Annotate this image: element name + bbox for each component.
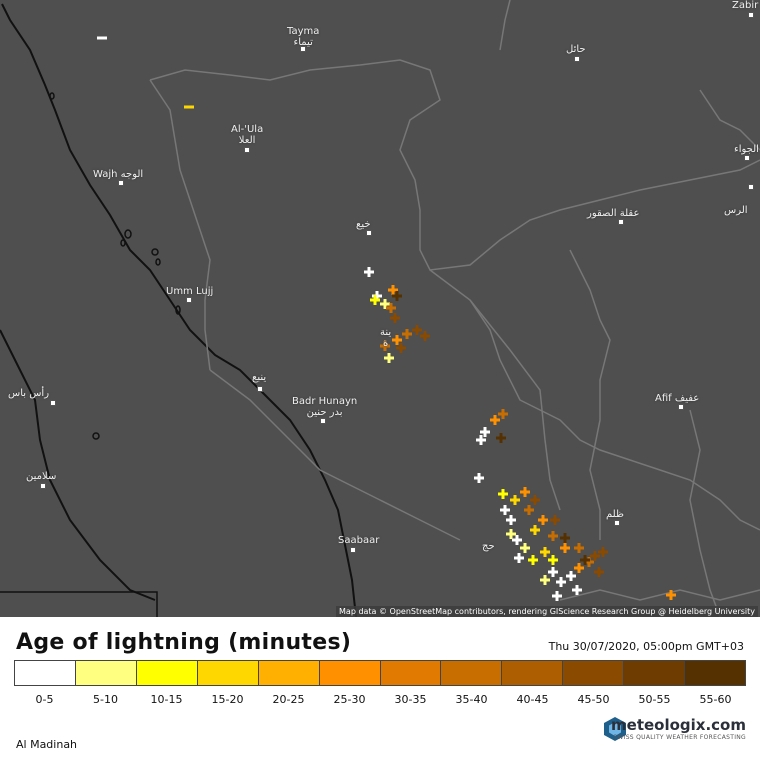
- city-uqlat: عقلة الصقور: [587, 208, 640, 219]
- legend-swatch: [624, 661, 686, 685]
- legend-swatch: [685, 661, 746, 685]
- legend-bin-label: 20-25: [272, 693, 305, 706]
- legend-bin-label: 40-45: [516, 693, 549, 706]
- city-afif: Afif عفيف: [655, 393, 700, 404]
- city-dot: [748, 184, 754, 190]
- legend-bin-label: 30-35: [394, 693, 427, 706]
- legend-bin-label: 50-55: [638, 693, 671, 706]
- city-dot: [300, 46, 306, 52]
- legend-swatch: [502, 661, 564, 685]
- city-tayma: Tayma تيماء: [287, 26, 320, 48]
- legend-swatch: [136, 661, 198, 685]
- legend-bin-label: 15-20: [211, 693, 244, 706]
- city-rasb: رأس باس: [8, 388, 50, 399]
- brand-hex-icon: [604, 717, 626, 741]
- legend-bin-label: 55-60: [699, 693, 732, 706]
- city-badr: Badr Hunayn بدر حنين: [292, 396, 358, 418]
- legend-swatch: [197, 661, 259, 685]
- coastline-west: [0, 329, 156, 601]
- brand-name: meteologix.com: [611, 716, 746, 734]
- city-khaybar: خيع: [356, 219, 371, 230]
- city-dot: [257, 386, 263, 392]
- legend-bin-label: 35-40: [455, 693, 488, 706]
- legend-bin-label: 45-50: [577, 693, 610, 706]
- legend-swatch: [258, 661, 320, 685]
- legend-swatch: [319, 661, 381, 685]
- city-dot: [574, 56, 580, 62]
- city-dot: [744, 155, 750, 161]
- map-geometry: [0, 0, 760, 617]
- legend-swatch: [380, 661, 442, 685]
- legend-bin-label: 10-15: [150, 693, 183, 706]
- legend-swatch: [75, 661, 137, 685]
- legend-color-bar: [14, 660, 746, 686]
- city-dot: [50, 400, 56, 406]
- legend-bin-label: 0-5: [35, 693, 54, 706]
- city-ummlujj: Umm Lujj: [166, 286, 214, 297]
- city-wajh: Wajh الوجه: [93, 169, 144, 180]
- region-boundaries: [149, 0, 760, 617]
- city-jawa: الجواء: [734, 144, 759, 155]
- brand-tagline: SWISS QUALITY WEATHER FORECASTING: [613, 734, 746, 741]
- city-dot: [40, 483, 46, 489]
- legend-swatch: [441, 661, 503, 685]
- lightning-map[interactable]: Tayma تيماء حائل Zabir Al-'Ula العلا Wajh …: [0, 0, 760, 617]
- city-alula: Al-'Ula العلا: [231, 124, 264, 146]
- legend-swatch: [563, 661, 625, 685]
- city-salamin: سلامين: [26, 471, 57, 482]
- lightning-strikes: [97, 36, 676, 601]
- city-kulay: حج: [482, 541, 495, 552]
- city-sabaar: Saabaar: [338, 535, 380, 546]
- legend-labels: 0-5 5-10 10-15 15-20 20-25 25-30 30-35 35-40 40-…: [14, 693, 746, 706]
- map-attribution[interactable]: Map data © OpenStreetMap contributors, r…: [336, 606, 758, 617]
- legend-title: Age of lightning (minutes): [16, 630, 352, 655]
- city-dot: [748, 12, 754, 18]
- city-hail: حائل: [566, 44, 586, 55]
- city-dot: [186, 297, 192, 303]
- city-dot: [350, 547, 356, 553]
- legend-bin-label: 25-30: [333, 693, 366, 706]
- legend-bin-label: 5-10: [93, 693, 118, 706]
- legend-timestamp: Thu 30/07/2020, 05:00pm GMT+03: [548, 640, 744, 653]
- city-dot: [614, 520, 620, 526]
- city-dot: [320, 418, 326, 424]
- islands: [49, 92, 181, 440]
- city-zalim: ظلم: [606, 509, 624, 520]
- city-madinah: ينة ة: [380, 327, 392, 349]
- city-ras: الرس: [724, 205, 748, 216]
- region-name: Al Madinah: [16, 738, 78, 751]
- city-zabir: Zabir: [732, 0, 759, 11]
- city-dot: [244, 147, 250, 153]
- coastline: [1, 3, 357, 617]
- border-line: [0, 591, 158, 617]
- city-dot: [366, 230, 372, 236]
- city-dot: [678, 404, 684, 410]
- city-dot: [618, 219, 624, 225]
- city-dot: [118, 180, 124, 186]
- brand-logo[interactable]: meteologix.com SWISS QUALITY WEATHER FOR…: [596, 716, 746, 746]
- city-yanbu: ينبع: [252, 372, 267, 383]
- legend-swatch: [15, 661, 76, 685]
